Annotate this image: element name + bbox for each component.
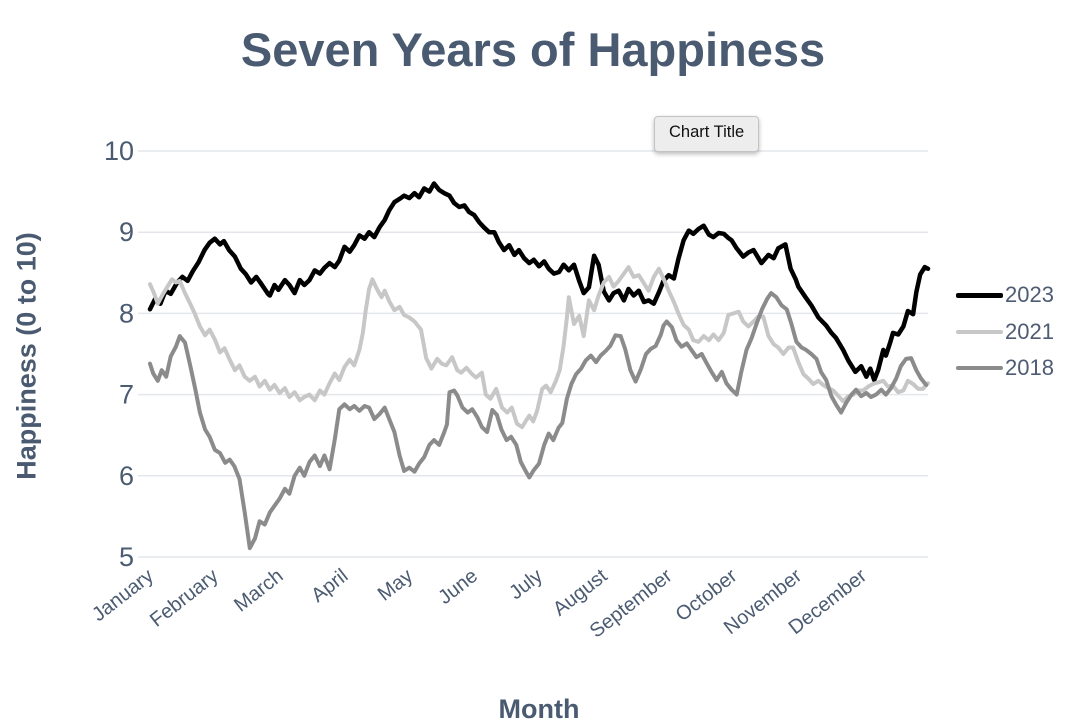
x-tick-label: June: [434, 565, 482, 609]
legend-label: 2021: [1005, 318, 1054, 344]
legend-label: 2018: [1005, 355, 1054, 381]
legend-item-2018[interactable]: 2018: [956, 350, 1054, 387]
legend-line-swatch: [956, 329, 1003, 334]
legend-line-swatch: [956, 366, 1003, 371]
x-tick-label: March: [230, 565, 287, 617]
y-tick-label: 9: [119, 217, 134, 247]
legend-item-2021[interactable]: 2021: [956, 314, 1054, 351]
y-tick-label: 7: [119, 380, 134, 410]
series-line-2021: [148, 265, 930, 430]
x-tick-label: April: [307, 565, 352, 607]
x-tick-label: May: [374, 565, 417, 606]
series-line-2018: [148, 291, 929, 551]
y-tick-label: 6: [119, 461, 134, 491]
legend-label: 2023: [1005, 282, 1054, 308]
page-title: Seven Years of Happiness: [240, 23, 826, 76]
x-tick-label: February: [146, 565, 223, 632]
y-tick-label: 8: [119, 298, 134, 328]
x-axis-title: Month: [498, 694, 580, 724]
x-tick-label: July: [505, 565, 547, 604]
y-axis-title: Happiness (0 to 10): [11, 232, 42, 480]
legend-item-2023[interactable]: 2023: [956, 277, 1054, 314]
tooltip: Chart Title: [654, 116, 760, 152]
y-tick-label: 5: [119, 542, 134, 572]
legend-line-swatch: [956, 292, 1003, 298]
y-tick-label: 10: [104, 136, 134, 166]
series-line-2023: [147, 181, 931, 383]
legend: 2023 2021 2018: [956, 277, 1054, 387]
